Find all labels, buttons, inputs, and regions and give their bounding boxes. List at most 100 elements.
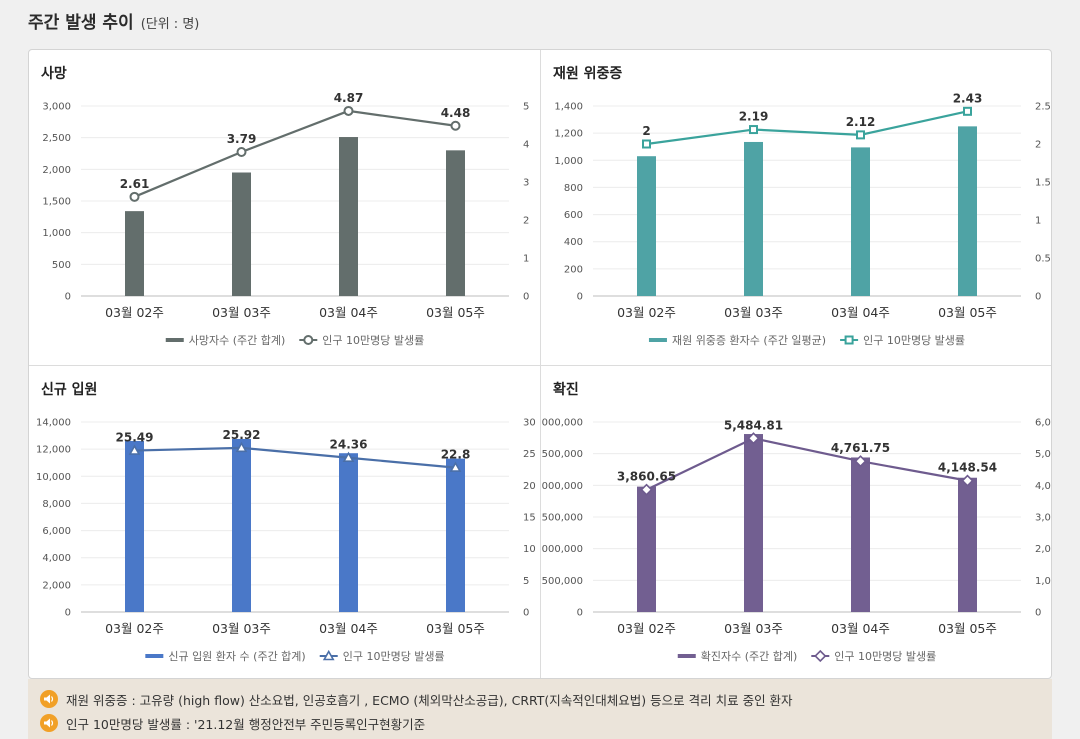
- y-left-tick-label: 2,500: [42, 133, 71, 144]
- notes-panel: 재원 위중증 : 고유량 (high flow) 산소요법, 인공호흡기 , E…: [28, 679, 1052, 739]
- y-right-tick-label: 4,000: [1035, 481, 1051, 492]
- line-point: [642, 139, 651, 149]
- y-left-tick-label: 2,000: [42, 580, 71, 591]
- legend-swatch-bar: [145, 654, 164, 658]
- y-right-tick-label: 30: [523, 418, 536, 429]
- data-label: 2.19: [739, 110, 769, 124]
- page-header: 주간 발생 추이 (단위 : 명): [28, 8, 199, 38]
- legend-swatch-bar: [677, 654, 696, 658]
- bar: [125, 211, 144, 296]
- x-tick-label: 03월 05주: [938, 305, 997, 320]
- data-label: 25.92: [223, 428, 261, 442]
- note-item: 인구 10만명당 발생률 : '21.12월 행정안전부 주민등록인구현황기준: [40, 711, 1040, 735]
- data-label: 4.48: [441, 106, 471, 120]
- bar: [637, 486, 656, 612]
- y-right-tick-label: 3: [523, 178, 529, 189]
- y-left-tick-label: 1,500: [42, 197, 71, 208]
- bar: [637, 156, 656, 296]
- y-left-tick-label: 2,500,000: [541, 449, 583, 460]
- x-tick-label: 03월 02주: [617, 305, 676, 320]
- y-left-tick-label: 14,000: [36, 418, 71, 429]
- note-item: 재원 위중증 : 고유량 (high flow) 산소요법, 인공호흡기 , E…: [40, 687, 1040, 711]
- line-point: [322, 649, 335, 661]
- y-left-tick-label: 10,000: [36, 472, 71, 483]
- line-point: [128, 444, 141, 455]
- y-right-tick-label: 0: [523, 292, 529, 303]
- y-left-tick-label: 500: [52, 260, 71, 271]
- chart-admissions: 0 2,000 4,000 6,000 8,000 10,000 12,000 14,000 0…: [36, 418, 536, 664]
- series-line: [646, 437, 968, 491]
- chart-panel-confirmed: 확진 0 500,000 1,000,000 1,500,000 2,000,000 2,…: [541, 366, 1051, 680]
- y-left-tick-label: 1,000: [554, 156, 583, 167]
- y-right-tick-label: 1: [523, 254, 529, 265]
- legend: 사망자수 (주간 합계) 인구 10만명당 발생률: [165, 334, 424, 347]
- y-right-tick-label: 0: [1035, 608, 1041, 619]
- y-left-tick-label: 8,000: [42, 499, 71, 510]
- chart-panel-severe: 재원 위중증 0 200 400 600 800 1,000 1,200 1,400 0 0.5 1…: [541, 50, 1051, 364]
- bar: [851, 147, 870, 296]
- y-right-tick-label: 0.5: [1035, 254, 1051, 265]
- y-right-tick-label: 2.5: [1035, 102, 1051, 113]
- chart-panel-admissions: 신규 입원 0 2,000 4,000 6,000 8,000 10,000 12,000 1…: [29, 366, 539, 680]
- x-tick-label: 03월 04주: [319, 305, 378, 320]
- y-left-tick-label: 2,000: [42, 165, 71, 176]
- x-tick-label: 03월 05주: [938, 621, 997, 636]
- data-label: 3,860.65: [617, 470, 676, 484]
- line-point: [747, 432, 760, 445]
- y-right-tick-label: 1: [1035, 216, 1041, 227]
- x-tick-label: 03월 03주: [212, 305, 271, 320]
- y-right-tick-label: 2: [523, 216, 529, 227]
- y-left-tick-label: 0: [577, 292, 583, 303]
- series-line: [134, 109, 456, 198]
- data-label: 3.79: [227, 132, 257, 146]
- line-point: [854, 455, 867, 468]
- unit-label: (단위 : 명): [140, 17, 200, 32]
- y-left-tick-label: 2,000,000: [541, 481, 583, 492]
- y-left-tick-label: 0: [65, 292, 71, 303]
- data-label: 5,484.81: [724, 418, 783, 432]
- series-line: [134, 446, 456, 469]
- speaker-icon: [40, 714, 58, 732]
- legend-label-bar: 신규 입원 환자 수 (주간 합계): [168, 650, 305, 663]
- chart-confirmed: 0 500,000 1,000,000 1,500,000 2,000,000 2,500…: [541, 418, 1051, 664]
- line-point: [450, 120, 461, 131]
- line-point: [814, 649, 827, 663]
- legend-label-bar: 재원 위중증 환자수 (주간 일평균): [672, 333, 826, 347]
- data-label: 22.8: [441, 448, 471, 462]
- line-point: [640, 483, 653, 496]
- chart-panel-deaths: 사망 0 500 1,000 1,500 2,000 2,500 3,000 0 1 2 3 4 5 03…: [29, 50, 539, 364]
- data-label: 2: [642, 124, 650, 138]
- x-tick-label: 03월 03주: [724, 305, 783, 320]
- y-left-tick-label: 1,000: [42, 228, 71, 239]
- legend-label-bar: 사망자수 (주간 합계): [189, 334, 286, 347]
- line-point: [961, 474, 974, 487]
- x-tick-label: 03월 05주: [426, 305, 485, 320]
- x-tick-label: 03월 03주: [724, 621, 783, 636]
- y-left-tick-label: 3,000,000: [541, 418, 583, 429]
- data-label: 4,761.75: [831, 441, 890, 455]
- chart-title-severe: 재원 위중증: [553, 66, 623, 82]
- chart-title-deaths: 사망: [41, 66, 67, 82]
- y-left-tick-label: 400: [564, 237, 583, 248]
- y-right-tick-label: 0: [523, 608, 529, 619]
- bar: [744, 434, 763, 612]
- x-tick-label: 03월 02주: [617, 621, 676, 636]
- legend-label-line: 인구 10만명당 발생률: [834, 650, 936, 663]
- bar: [958, 477, 977, 612]
- data-label: 4,148.54: [938, 461, 997, 475]
- panel-divider-vertical: [540, 50, 541, 678]
- x-tick-label: 03월 04주: [831, 621, 890, 636]
- series-line: [646, 110, 968, 146]
- legend-label-bar: 확진자수 (주간 합계): [701, 650, 798, 663]
- y-right-tick-label: 1.5: [1035, 178, 1051, 189]
- y-left-tick-label: 500,000: [542, 576, 583, 587]
- y-right-tick-label: 10: [523, 544, 536, 555]
- y-right-tick-label: 6,000: [1035, 418, 1051, 429]
- bar: [232, 438, 251, 612]
- line-point: [449, 461, 462, 472]
- speaker-icon: [40, 690, 58, 708]
- x-tick-label: 03월 05주: [426, 621, 485, 636]
- y-left-tick-label: 1,400: [554, 102, 583, 113]
- line-point: [343, 105, 354, 116]
- bar: [446, 458, 465, 612]
